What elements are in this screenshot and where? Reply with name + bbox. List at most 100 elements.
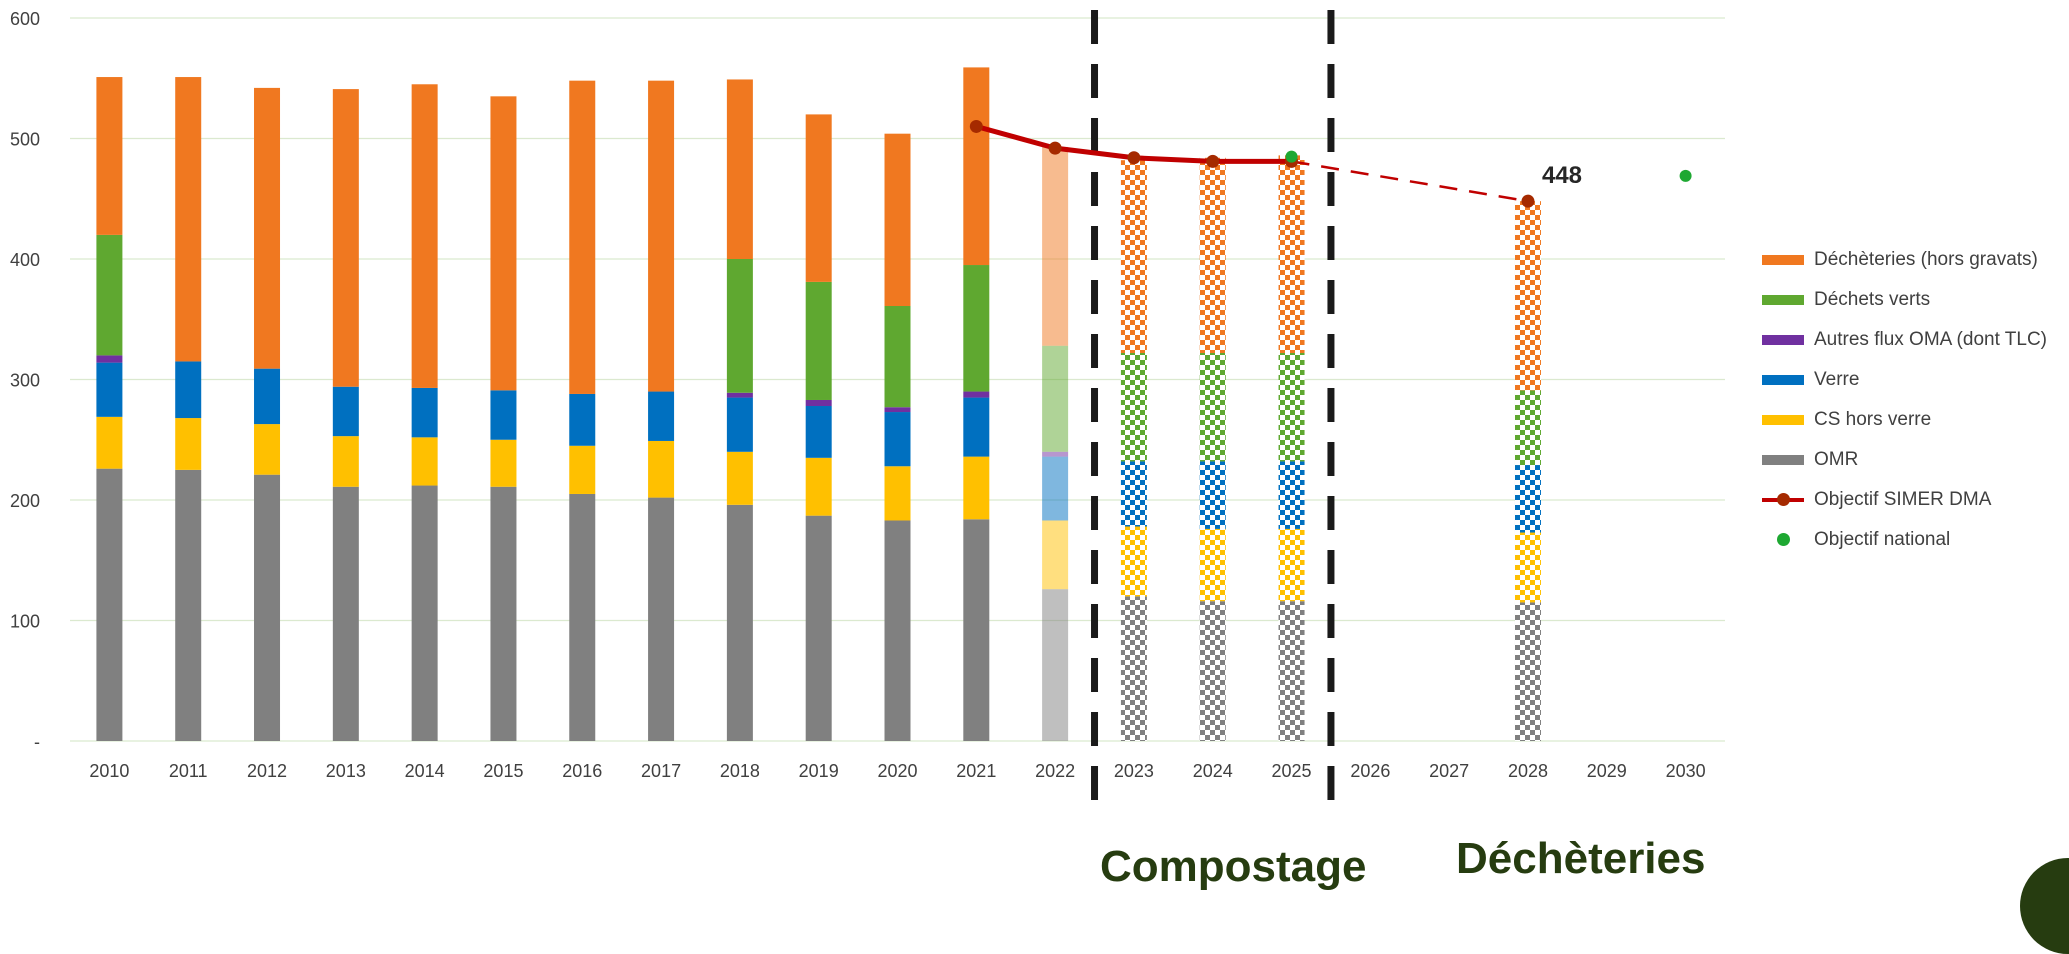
y-tick-label: - <box>34 732 40 752</box>
legend-label-verre: Verre <box>1814 369 1860 390</box>
divider-layer <box>1091 10 1335 820</box>
x-tick-label-2015: 2015 <box>483 761 523 781</box>
x-tick-label-2018: 2018 <box>720 761 760 781</box>
legend: Déchèteries (hors gravats) Déchets verts A… <box>1762 240 2062 560</box>
bar-2022-omr <box>1042 589 1069 741</box>
bar-2015-d-ch-teries-hors-gravats- <box>490 96 517 391</box>
bar-2021-d-chets-verts <box>963 265 990 392</box>
annotation-decheteries: Déchèteries <box>1456 834 1706 883</box>
national-objective-point-2030 <box>1679 169 1692 182</box>
bar-2019-autres-flux-oma-dont-tlc- <box>805 399 832 407</box>
bar-2014-cs-hors-verre <box>411 437 438 486</box>
bar-2025-verre <box>1278 461 1305 529</box>
legend-item-cs: CS hors verre <box>1762 400 2062 440</box>
objective-line-segment <box>1291 160 1529 203</box>
x-tick-label-2011: 2011 <box>169 761 208 781</box>
bar-2028-d-chets-verts <box>1514 390 1541 466</box>
objective-line-segment <box>1054 145 1135 161</box>
legend-item-nat: Objectif national <box>1762 520 2062 560</box>
legend-label-dech: Déchèteries (hors gravats) <box>1814 249 2038 270</box>
bar-2018-omr <box>726 504 753 741</box>
bar-2024-verre <box>1199 461 1226 529</box>
x-tick-label-2022: 2022 <box>1035 761 1075 781</box>
bar-2011-omr <box>175 469 202 741</box>
bar-2020-omr <box>884 520 911 741</box>
x-tick-label-2029: 2029 <box>1587 761 1627 781</box>
bar-2013-omr <box>332 486 359 741</box>
bar-2012-cs-hors-verre <box>254 424 281 475</box>
bar-2020-d-chets-verts <box>884 305 911 408</box>
bar-2022-cs-hors-verre <box>1042 520 1069 590</box>
y-tick-label: 600 <box>10 9 40 29</box>
objective-line-segment <box>975 124 1056 151</box>
x-tick-label-2017: 2017 <box>641 761 681 781</box>
bar-2016-verre <box>569 393 596 446</box>
bar-2028-d-ch-teries-hors-gravats- <box>1514 201 1541 391</box>
bar-2021-omr <box>963 519 990 741</box>
x-tick-label-2010: 2010 <box>89 761 129 781</box>
bar-2021-d-ch-teries-hors-gravats- <box>963 67 990 266</box>
legend-item-omr: OMR <box>1762 440 2062 480</box>
bar-2018-cs-hors-verre <box>726 451 753 505</box>
bar-2017-cs-hors-verre <box>648 440 675 498</box>
legend-swatch-cs <box>1762 415 1804 425</box>
legend-swatch-autres <box>1762 335 1804 345</box>
bar-2018-verre <box>726 397 753 452</box>
bar-2010-omr <box>96 468 123 741</box>
objective-point-2028 <box>1521 194 1535 208</box>
bar-2025-cs-hors-verre <box>1278 528 1305 602</box>
bar-2010-cs-hors-verre <box>96 416 123 469</box>
bar-2019-verre <box>805 406 832 458</box>
bar-2020-autres-flux-oma-dont-tlc- <box>884 407 911 413</box>
bar-2017-omr <box>648 497 675 741</box>
bar-2012-omr <box>254 474 281 741</box>
bar-2022-verre <box>1042 456 1069 521</box>
x-tick-label-2019: 2019 <box>799 761 839 781</box>
bar-2028-omr <box>1514 602 1541 741</box>
objective-line-segment <box>1133 155 1213 164</box>
bar-2011-verre <box>175 361 202 419</box>
stacked-bar-chart: - 100 200 300 400 500 600 2010 2011 2012 2013 2014 2… <box>10 9 1725 820</box>
x-tick-label-2025: 2025 <box>1272 761 1312 781</box>
y-tick-label: 200 <box>10 491 40 511</box>
x-tick-label-2023: 2023 <box>1114 761 1154 781</box>
legend-swatch-dech <box>1762 255 1804 265</box>
bar-layer <box>96 67 1541 741</box>
objective-point-2023 <box>1127 151 1141 165</box>
legend-label-autres: Autres flux OMA (dont TLC) <box>1814 329 2048 350</box>
objective-point-2024 <box>1206 154 1220 168</box>
bar-2012-verre <box>254 368 281 425</box>
bar-2010-d-chets-verts <box>96 234 123 356</box>
legend-item-simer: Objectif SIMER DMA <box>1762 480 2062 520</box>
x-tick-label-2013: 2013 <box>326 761 366 781</box>
bar-2022-d-chets-verts <box>1042 345 1069 452</box>
bar-2013-d-ch-teries-hors-gravats- <box>332 89 359 387</box>
objective-point-2022 <box>1048 141 1062 155</box>
legend-item-autres: Autres flux OMA (dont TLC) <box>1762 320 2062 360</box>
bar-2024-d-ch-teries-hors-gravats- <box>1199 157 1226 353</box>
bar-2019-omr <box>805 515 832 741</box>
label-layer: 448 <box>1542 162 1582 189</box>
bar-2020-verre <box>884 412 911 467</box>
bar-2010-autres-flux-oma-dont-tlc- <box>96 355 123 363</box>
bar-2018-d-ch-teries-hors-gravats- <box>726 79 753 259</box>
x-tick-label-2014: 2014 <box>405 761 445 781</box>
legend-item-verre: Verre <box>1762 360 2062 400</box>
legend-swatch-simer <box>1762 493 1804 506</box>
bar-2021-verre <box>963 397 990 457</box>
bar-2010-d-ch-teries-hors-gravats- <box>96 77 123 235</box>
bar-2022-autres-flux-oma-dont-tlc- <box>1042 451 1069 457</box>
bar-2023-d-ch-teries-hors-gravats- <box>1120 160 1147 353</box>
legend-label-omr: OMR <box>1814 449 1859 470</box>
y-tick-label: 400 <box>10 250 40 270</box>
bar-2017-d-ch-teries-hors-gravats- <box>648 80 675 392</box>
bar-2020-d-ch-teries-hors-gravats- <box>884 133 911 306</box>
bar-2016-cs-hors-verre <box>569 445 596 494</box>
chart-root: - 100 200 300 400 500 600 2010 2011 2012 2013 2014 2… <box>10 9 2069 954</box>
bar-2012-d-ch-teries-hors-gravats- <box>254 87 281 369</box>
bar-2017-verre <box>648 391 675 441</box>
bar-2024-omr <box>1199 601 1226 741</box>
y-tick-label: 300 <box>10 371 40 391</box>
bar-2025-omr <box>1278 601 1305 741</box>
bar-2021-autres-flux-oma-dont-tlc- <box>963 391 990 398</box>
